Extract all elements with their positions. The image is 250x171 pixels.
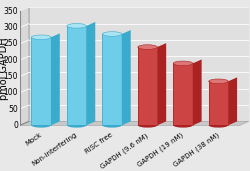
Ellipse shape	[138, 45, 157, 49]
Polygon shape	[20, 121, 248, 125]
Ellipse shape	[173, 123, 193, 128]
Ellipse shape	[67, 24, 86, 28]
Polygon shape	[29, 7, 248, 121]
Polygon shape	[193, 60, 202, 125]
Ellipse shape	[32, 123, 51, 128]
Text: Mock: Mock	[24, 132, 43, 147]
FancyBboxPatch shape	[173, 63, 193, 125]
Text: GAPDH (9.6 nM): GAPDH (9.6 nM)	[99, 132, 149, 170]
Text: 100: 100	[4, 88, 18, 97]
FancyBboxPatch shape	[32, 37, 51, 125]
Polygon shape	[86, 22, 95, 125]
Ellipse shape	[102, 123, 122, 128]
Ellipse shape	[102, 32, 122, 36]
Text: 50: 50	[8, 104, 18, 114]
Ellipse shape	[209, 79, 228, 84]
Polygon shape	[157, 43, 166, 125]
Text: RISC free: RISC free	[84, 132, 114, 155]
Text: 200: 200	[4, 56, 18, 65]
Text: GAPDH (19 nM): GAPDH (19 nM)	[136, 132, 185, 168]
Ellipse shape	[32, 35, 51, 40]
Text: GAPDH (38 nM): GAPDH (38 nM)	[172, 132, 220, 168]
Ellipse shape	[209, 123, 228, 128]
FancyBboxPatch shape	[67, 26, 86, 125]
Polygon shape	[51, 33, 60, 125]
Ellipse shape	[67, 123, 86, 128]
Polygon shape	[228, 77, 237, 125]
Text: 350: 350	[4, 7, 18, 16]
FancyBboxPatch shape	[102, 34, 122, 125]
Text: 150: 150	[4, 72, 18, 81]
FancyBboxPatch shape	[209, 81, 228, 125]
Ellipse shape	[138, 123, 157, 128]
Text: pmol GAPDH: pmol GAPDH	[0, 37, 9, 100]
Text: 250: 250	[4, 39, 18, 48]
Polygon shape	[20, 7, 29, 125]
Ellipse shape	[173, 61, 193, 66]
Text: 300: 300	[4, 23, 18, 32]
Text: 0: 0	[13, 121, 18, 130]
FancyBboxPatch shape	[138, 47, 157, 125]
Polygon shape	[122, 30, 131, 125]
Text: Non-interfering: Non-interfering	[31, 132, 78, 167]
